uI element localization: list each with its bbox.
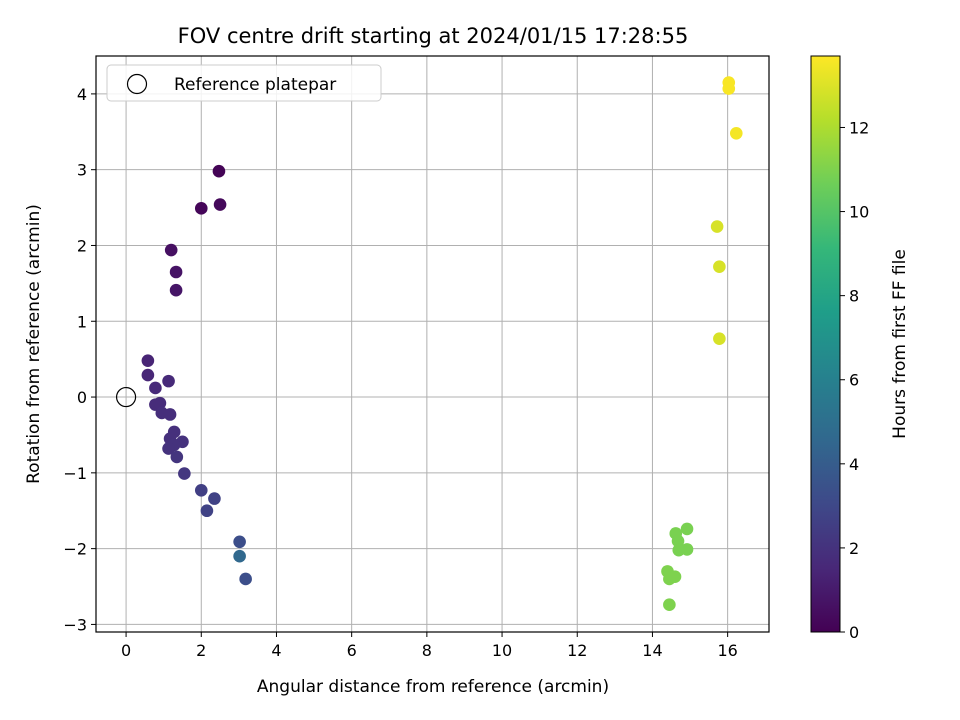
- legend-box: [106, 64, 382, 102]
- data-point: [170, 450, 184, 464]
- y-tick-label: 0: [77, 388, 87, 407]
- colorbar-label: Hours from first FF file: [890, 249, 910, 439]
- colorbar-tick-label: 6: [849, 371, 859, 390]
- x-tick-label: 10: [492, 641, 512, 660]
- colorbar-tick-label: 10: [849, 203, 869, 222]
- y-tick-label: 2: [77, 236, 87, 255]
- data-point: [200, 504, 214, 518]
- x-tick-label: 16: [717, 641, 737, 660]
- colorbar-tick-label: 0: [849, 623, 859, 642]
- colorbar-tick-label: 12: [849, 118, 869, 137]
- data-point: [141, 368, 155, 382]
- legend: Reference platepar: [106, 64, 382, 102]
- x-tick-label: 12: [567, 641, 587, 660]
- data-point: [233, 549, 246, 563]
- colorbar-gradient: [810, 55, 841, 633]
- y-tick-label: 3: [77, 161, 87, 180]
- legend-entry: Reference platepar: [174, 75, 336, 95]
- colorbar-tick-label: 2: [849, 539, 859, 558]
- data-point: [149, 381, 162, 395]
- legend-marker-open-circle: [126, 73, 148, 95]
- colorbar: 0 2 4 6 8 10 12 Hours from first FF file: [810, 55, 910, 642]
- y-tick-label: −1: [63, 464, 87, 483]
- x-tick-label: 8: [422, 641, 432, 660]
- x-tick-label: 2: [196, 641, 206, 660]
- data-point: [178, 467, 191, 480]
- x-tick-label: 0: [121, 641, 131, 660]
- data-point: [233, 535, 246, 549]
- data-point: [169, 283, 183, 297]
- data-point: [153, 396, 167, 410]
- chart-title: FOV centre drift starting at 2024/01/15 …: [178, 24, 689, 48]
- data-points: [115, 76, 743, 612]
- data-point: [663, 598, 676, 612]
- x-axis-label: Angular distance from reference (arcmin): [257, 677, 609, 697]
- data-point: [194, 483, 208, 497]
- x-tick-label: 4: [271, 641, 281, 660]
- data-point: [194, 202, 208, 215]
- y-tick-label: 4: [77, 85, 87, 104]
- data-point: [208, 492, 221, 505]
- reference-point-marker: [115, 386, 137, 408]
- y-tick-label: 1: [77, 312, 87, 331]
- data-point: [713, 332, 726, 345]
- x-axis-ticks: 0 2 4 6 8 10 12 14 16: [121, 632, 738, 660]
- data-point: [141, 354, 155, 367]
- grid-lines: [96, 56, 769, 632]
- y-axis-ticks: −3 −2 −1 0 1 2 3 4: [63, 85, 96, 634]
- data-point: [671, 534, 685, 548]
- x-tick-label: 6: [347, 641, 357, 660]
- data-point: [722, 82, 736, 95]
- data-point: [672, 543, 686, 557]
- data-point: [729, 127, 743, 140]
- data-point: [713, 260, 726, 273]
- data-point: [212, 164, 226, 178]
- colorbar-ticks: 0 2 4 6 8 10 12: [840, 118, 869, 642]
- y-tick-label: −2: [63, 540, 87, 559]
- data-point: [680, 522, 694, 536]
- data-point: [663, 572, 676, 586]
- data-point: [162, 374, 175, 388]
- plot-frame: [95, 55, 770, 633]
- data-point: [169, 265, 183, 279]
- x-tick-label: 14: [642, 641, 662, 660]
- y-axis-label: Rotation from reference (arcmin): [24, 204, 44, 484]
- colorbar-tick-label: 8: [849, 287, 859, 306]
- data-point: [164, 243, 178, 257]
- data-point: [213, 198, 227, 211]
- y-tick-label: −3: [63, 615, 87, 634]
- data-point: [162, 442, 175, 455]
- colorbar-tick-label: 4: [849, 455, 859, 474]
- data-point: [239, 572, 252, 586]
- data-point: [710, 220, 724, 233]
- data-point: [163, 408, 177, 421]
